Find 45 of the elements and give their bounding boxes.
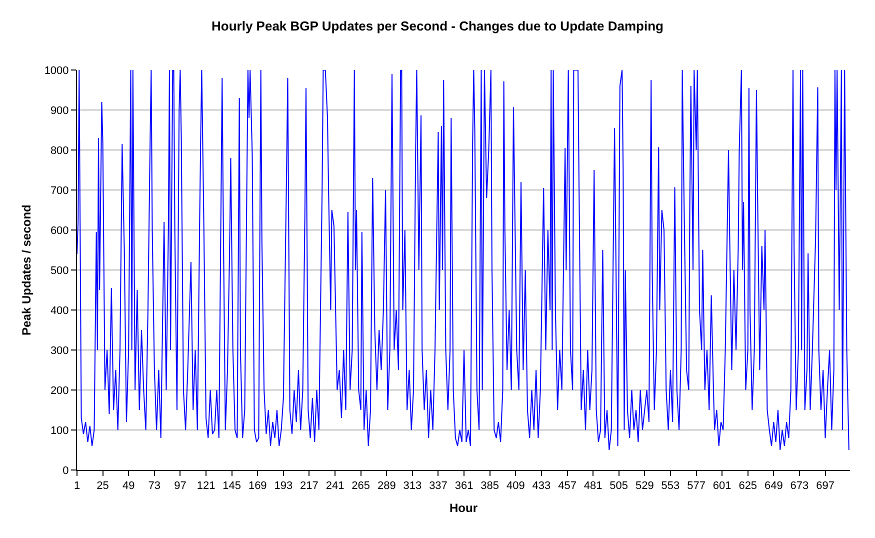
x-tick-label: 481 [584,480,602,492]
x-tick-label: 313 [403,480,422,492]
x-tick-label: 385 [480,480,500,492]
line-series [77,70,850,450]
x-tick-label: 121 [196,480,216,492]
y-tick-label: 200 [50,384,69,397]
x-tick-label: 337 [429,480,448,492]
x-tick-label: 433 [532,480,551,492]
x-tick-label: 673 [790,480,809,492]
y-tick-label: 300 [50,344,69,357]
y-tick-label: 0 [62,464,69,477]
x-tick-label: 25 [96,480,109,492]
x-tick-label: 553 [661,480,680,492]
x-tick-label: 169 [248,480,267,492]
x-tick-label: 361 [454,480,474,492]
x-tick-label: 625 [738,480,758,492]
x-tick-label: 145 [222,480,241,492]
x-tick-label: 241 [326,480,344,492]
x-tick-label: 193 [274,480,293,492]
x-tick-label: 601 [712,480,732,492]
x-tick-label: 97 [174,480,186,492]
x-tick-label: 73 [148,480,161,492]
y-tick-label: 600 [50,224,69,237]
x-axis-title: Hour [450,501,478,516]
y-tick-label: 100 [50,424,69,437]
y-axis-title: Peak Updates / second [20,204,34,336]
y-tick-label: 900 [50,104,69,117]
x-tick-label: 409 [506,480,525,492]
x-tick-label: 457 [558,480,576,492]
y-tick-label: 500 [50,264,69,277]
y-tick-label: 700 [50,184,69,197]
x-tick-label: 697 [816,480,834,492]
x-tick-label: 265 [352,480,370,492]
y-tick-label: 1000 [44,64,69,77]
x-tick-label: 217 [300,480,318,492]
y-tick-label: 400 [50,304,69,317]
x-tick-label: 529 [635,480,654,492]
x-tick-label: 649 [764,480,783,492]
x-tick-label: 1 [74,480,80,492]
chart-title: Hourly Peak BGP Updates per Second - Changes due to Update Damping [212,18,664,34]
x-tick-label: 49 [122,480,135,492]
x-tick-label: 505 [610,480,628,492]
y-tick-label: 800 [50,144,69,157]
x-tick-label: 577 [687,480,706,492]
x-tick-label: 289 [377,480,396,492]
